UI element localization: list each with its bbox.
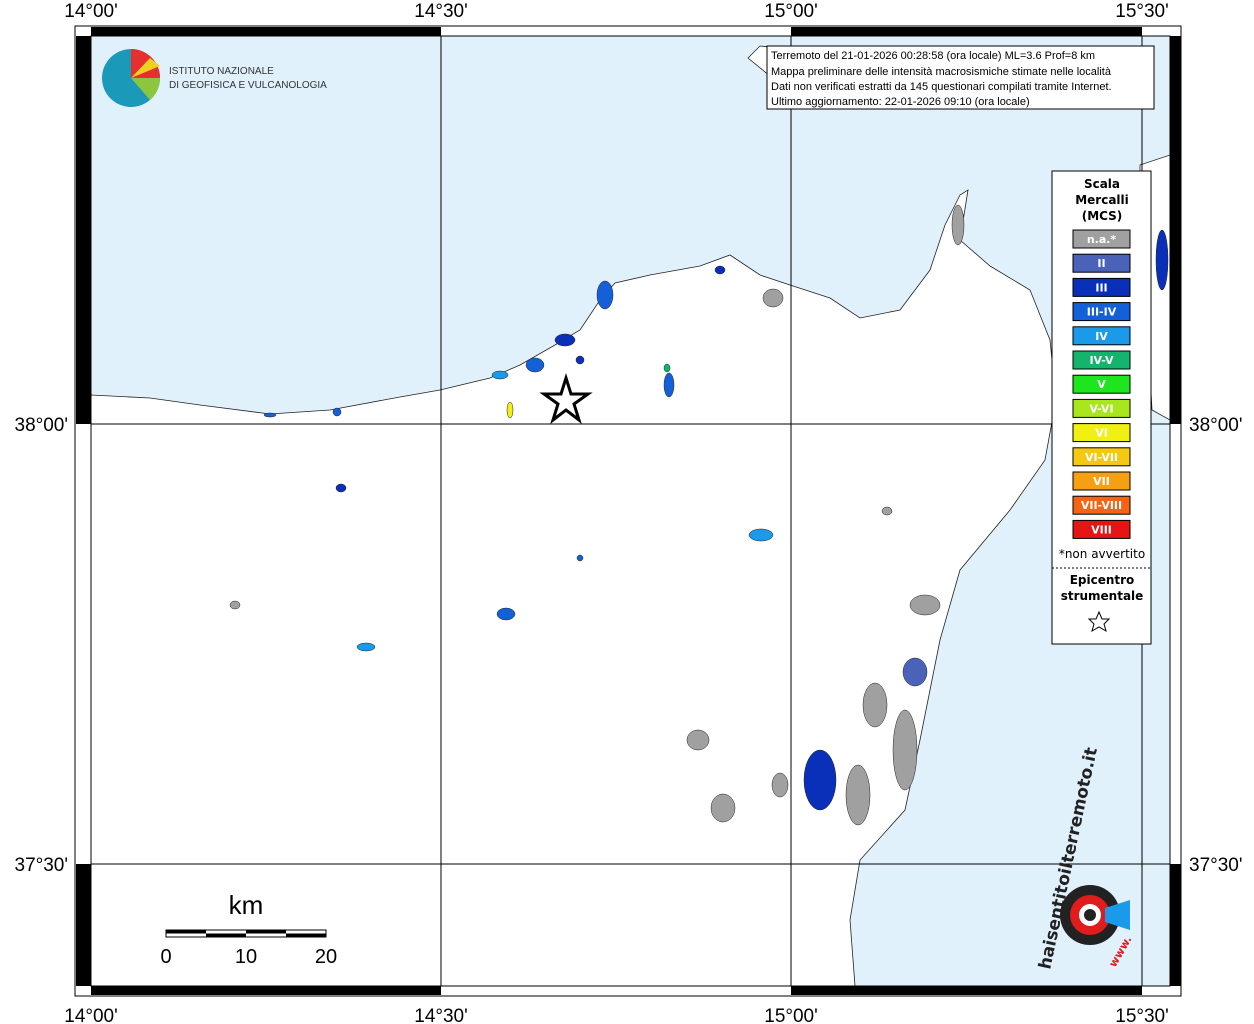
localities [229,204,1169,826]
legend-label: IV [1095,330,1108,343]
legend-swatch [1072,302,1131,322]
lon-label: 14°30' [414,1,468,22]
legend-swatch [1072,423,1131,443]
lon-label: 15°00' [764,1006,818,1024]
scale-label: 20 [315,946,337,968]
legend-swatch [1072,229,1131,249]
legend-label: V [1097,378,1106,391]
legend-swatch [1072,253,1131,273]
frame [74,25,1182,997]
legend-label: II [1097,257,1105,270]
legend-swatch [1072,277,1131,297]
logo-text: ISTITUTO NAZIONALE [169,66,274,77]
epicenter [539,372,593,425]
legend-swatch [1072,326,1131,346]
legend-epicenter: Epicentro [1070,573,1135,587]
legend-label: n.a.* [1087,233,1117,246]
star-icon [1087,610,1111,633]
info-line: Mappa preliminare delle intensità macros… [771,66,1112,78]
legend-label: III-IV [1087,306,1117,319]
ingv-logo: ISTITUTO NAZIONALE DI GEOFISICA E VULCAN… [102,49,327,107]
legend-swatch [1072,350,1131,370]
legend-label: III [1095,281,1107,294]
lon-label: 15°30' [1115,1,1169,22]
scale-label: 0 [160,946,171,968]
legend-label: V-VI [1089,402,1113,415]
lon-label: 15°30' [1115,1006,1169,1024]
scale-label: 10 [235,946,257,968]
lat-label: 38°00' [1189,415,1243,436]
info-line: Dati non verificati estratti da 145 ques… [771,81,1112,93]
legend-swatch [1072,447,1131,467]
logo-text: DI GEOFISICA E VULCANOLOGIA [169,80,327,91]
legend-epicenter: strumentale [1061,589,1144,603]
legend-swatch [1072,398,1131,418]
info-line: Ultimo aggiornamento: 22-01-2026 09:10 (… [771,96,1030,108]
legend-label: VII [1093,475,1110,488]
legend-label: IV-V [1089,354,1114,367]
legend-swatch [1072,471,1131,491]
lat-label: 38°00' [15,415,69,436]
info-line: Terremoto del 21-01-2026 00:28:58 (ora l… [771,50,1095,62]
legend-swatch [1072,374,1131,394]
legend-label: VII-VIII [1081,499,1122,512]
legend-label: VI-VII [1085,451,1118,464]
lon-label: 14°00' [64,1006,118,1024]
lon-label: 15°00' [764,1,818,22]
legend-label: VI [1095,427,1108,440]
lat-label: 37°30' [1189,855,1243,876]
legend-title: (MCS) [1082,209,1123,223]
lon-label: 14°00' [64,1,118,22]
legend-title: Scala [1084,177,1120,191]
legend-note: *non avvertito [1059,547,1145,561]
legend: Scala Mercalli (MCS) *non avvertito Epic… [1051,170,1152,645]
scale-unit: km [229,890,264,920]
legend-swatch [1072,495,1131,515]
lat-label: 37°30' [15,855,69,876]
info-box [766,45,1155,110]
legend-title: Mercalli [1075,193,1129,207]
lon-label: 14°30' [414,1006,468,1024]
scale-bar: km 0 10 20 [160,890,337,968]
legend-label: VIII [1091,523,1112,536]
legend-swatch [1072,519,1131,539]
